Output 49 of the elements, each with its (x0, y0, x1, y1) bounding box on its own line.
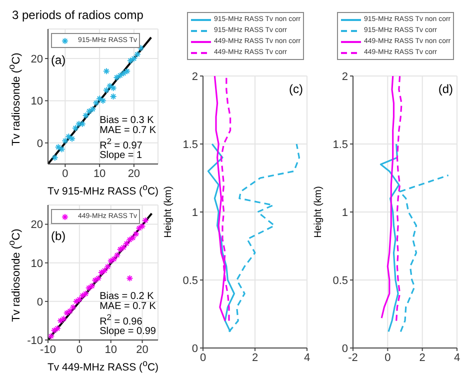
y-tick-label: 0 (36, 296, 43, 308)
line-series (380, 76, 395, 319)
y-tick-label: 2 (192, 70, 198, 83)
annotation: MAE = 0.7 K (100, 124, 156, 136)
y-axis-title: Height (km) (313, 185, 325, 240)
x-tick-label: 4 (304, 352, 310, 364)
annotation: Bias = 0.2 K (100, 290, 155, 302)
y-tick-label: 1 (192, 206, 198, 219)
annotation: (c) (289, 82, 303, 96)
x-axis-title: Tv 449-MHz RASS ($^{o}$C) (46, 357, 160, 374)
chart-title: 3 periods of radios comp (12, 8, 144, 22)
y-tick-label: 0.5 (182, 274, 198, 287)
annotation: Slope = 0.99 (100, 326, 156, 337)
x-tick-label: 4 (454, 352, 460, 364)
y-tick-label: 2 (342, 70, 348, 83)
y-axis-title: Height (km) (163, 185, 175, 240)
x-tick-label: 10 (104, 344, 117, 356)
y-tick-label: 20 (30, 53, 43, 66)
annotation: (d) (438, 82, 453, 96)
y-tick-label: 1 (342, 206, 348, 219)
annotation: (a) (51, 53, 66, 67)
y-tick-label: 10 (30, 258, 43, 270)
x-tick-label: 20 (128, 168, 140, 180)
annotation: Bias = 0.3 K (100, 114, 155, 126)
x-tick-label: 2 (419, 352, 426, 364)
line-series (396, 76, 402, 322)
annotation: R$^{2}$ = 0.97 (100, 136, 144, 151)
y-tick-label: 10 (30, 96, 43, 108)
x-tick-label: 0 (62, 168, 68, 180)
x-tick-label: 20 (136, 344, 148, 356)
y-tick-label: 1.5 (182, 138, 198, 151)
x-tick-label: 0 (200, 352, 206, 364)
line-series (399, 174, 450, 332)
annotation: (b) (51, 229, 66, 243)
y-tick-label: 1.5 (332, 138, 348, 151)
x-tick-label: 10 (93, 168, 106, 180)
annotation: MAE = 0.7 K (100, 300, 156, 312)
x-tick-label: 2 (252, 352, 258, 364)
x-tick-label: -2 (348, 352, 358, 364)
x-axis-title: Tv 915-MHz RASS ($^{o}$C) (47, 182, 159, 198)
annotation: R$^{2}$ = 0.96 (100, 312, 144, 327)
y-tick-label: -10 (27, 334, 43, 347)
x-tick-label: 0 (76, 344, 82, 356)
annotation: Slope = 1 (100, 150, 144, 161)
y-tick-label: 20 (30, 219, 43, 232)
y-tick-label: 0 (36, 138, 43, 150)
x-tick-label: 0 (384, 352, 391, 364)
y-tick-label: 0.5 (332, 274, 348, 287)
line-series (380, 143, 400, 332)
